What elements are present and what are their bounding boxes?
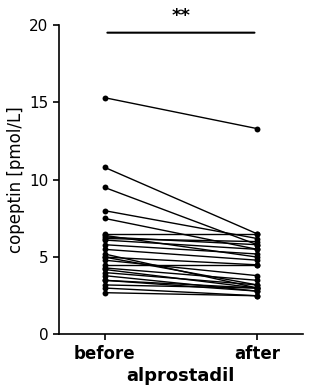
Point (102, 269, 107, 276)
Point (255, 231, 260, 237)
Point (102, 266, 107, 272)
Point (102, 164, 107, 171)
Point (102, 94, 107, 101)
Point (102, 215, 107, 221)
Point (102, 277, 107, 283)
Point (255, 288, 260, 294)
Point (102, 251, 107, 257)
Point (255, 282, 260, 288)
Point (255, 251, 260, 257)
Point (255, 293, 260, 299)
Point (102, 277, 107, 283)
Point (102, 262, 107, 268)
Point (255, 285, 260, 291)
Point (255, 235, 260, 241)
Point (102, 265, 107, 271)
Point (102, 272, 107, 279)
Point (102, 234, 107, 240)
Point (102, 254, 107, 260)
Point (255, 246, 260, 252)
Point (102, 237, 107, 243)
Point (102, 290, 107, 296)
Point (255, 285, 260, 291)
Point (255, 254, 260, 260)
Text: **: ** (171, 7, 190, 25)
Point (255, 282, 260, 288)
Point (255, 257, 260, 263)
Point (255, 241, 260, 248)
Point (255, 262, 260, 268)
Point (102, 235, 107, 241)
Point (255, 285, 260, 291)
Point (255, 246, 260, 252)
Point (255, 277, 260, 283)
Point (102, 184, 107, 191)
Point (102, 282, 107, 288)
X-axis label: alprostadil: alprostadil (127, 367, 235, 385)
Point (255, 272, 260, 279)
Point (255, 231, 260, 237)
Point (102, 231, 107, 237)
Point (102, 241, 107, 248)
Point (102, 207, 107, 214)
Point (102, 285, 107, 291)
Point (255, 288, 260, 294)
Point (255, 125, 260, 132)
Point (255, 262, 260, 268)
Point (255, 293, 260, 299)
Point (255, 285, 260, 291)
Y-axis label: copeptin [pmol/L]: copeptin [pmol/L] (7, 106, 25, 253)
Point (255, 241, 260, 248)
Point (255, 238, 260, 245)
Point (102, 232, 107, 239)
Point (102, 254, 107, 260)
Point (102, 257, 107, 263)
Point (102, 246, 107, 252)
